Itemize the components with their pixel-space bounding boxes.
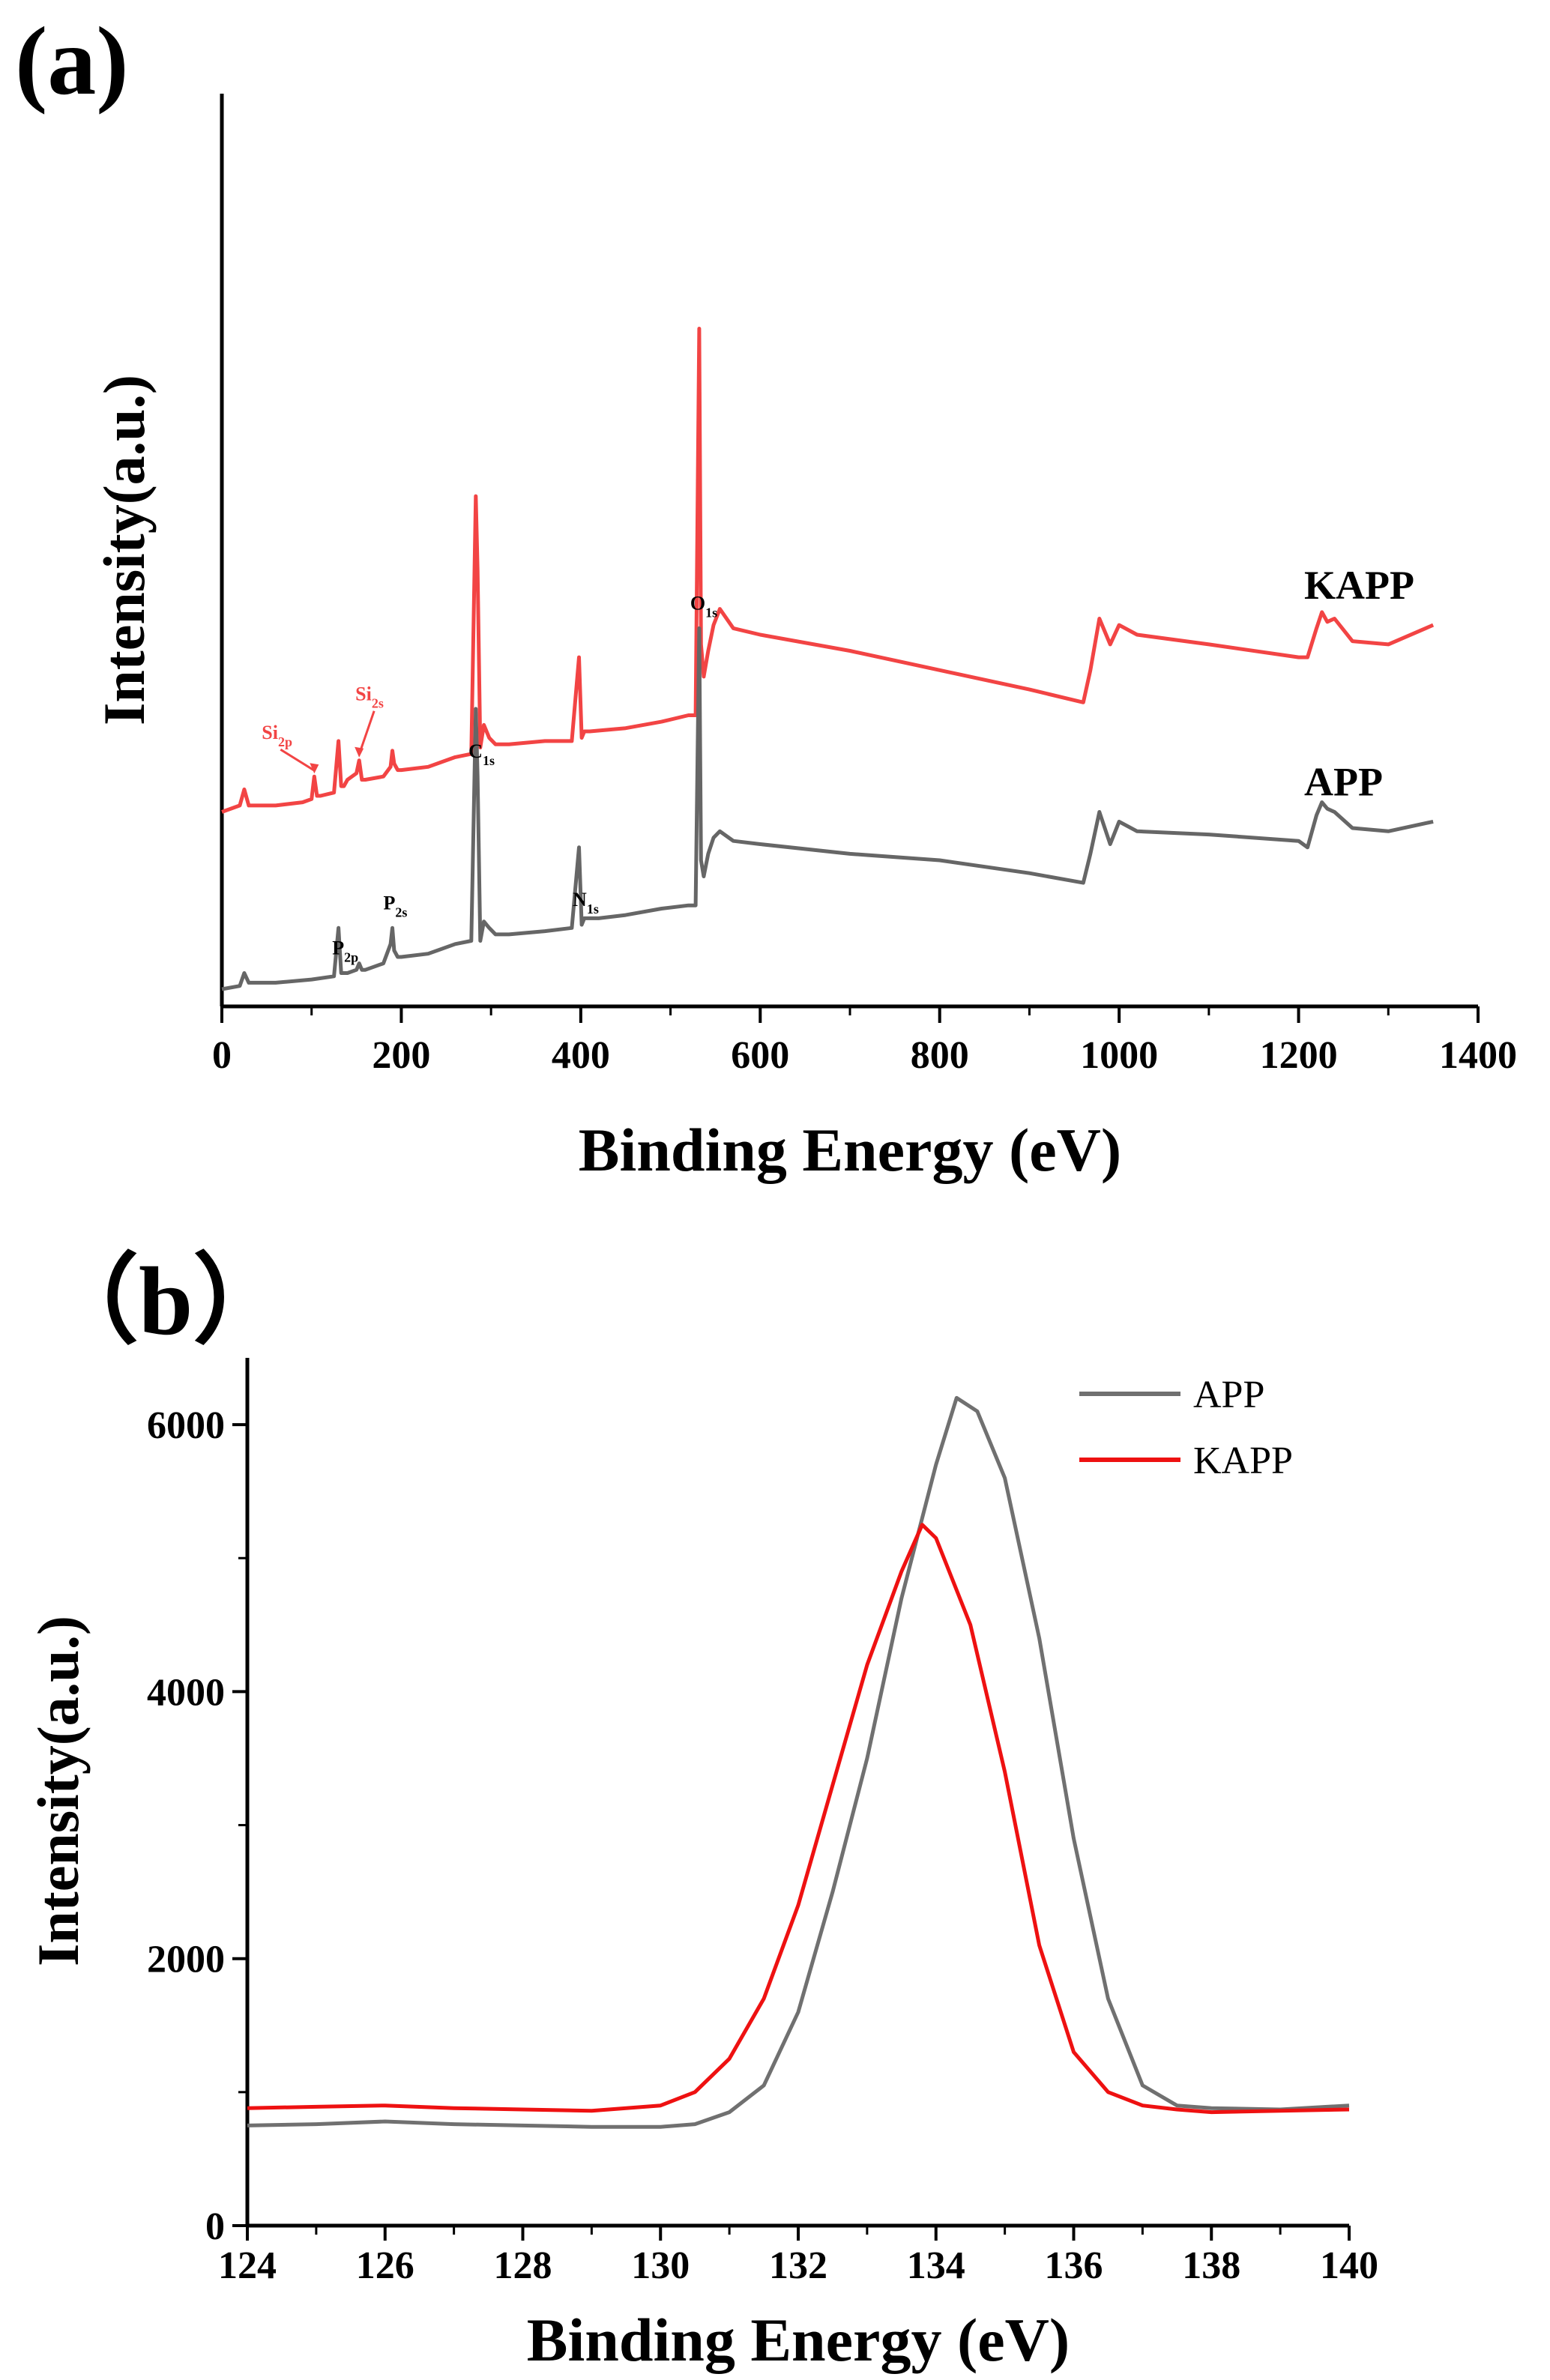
panel-a-series-app-line (221, 626, 1434, 991)
annotation-arrow-head (310, 763, 319, 774)
panel-a-series-label-kapp: KAPP (1304, 563, 1414, 608)
legend-item-kapp: KAPP (1079, 1440, 1293, 1482)
panel-b-x-tick-label: 138 (1182, 2244, 1240, 2287)
panel-a-series-label-app: APP (1304, 759, 1383, 804)
panel-b-plot-area: 124 126 128 130 132 134 136 138 140 0 2000 4000 600… (147, 1358, 1378, 2287)
panel-b-series-kapp-line (247, 1523, 1350, 2115)
panel-b: （b） 124 126 128 130 132 134 136 138 140 0 2000 400… (25, 1248, 1378, 2374)
annotation-text: N1s (573, 889, 599, 916)
panel-a-annotation-n1s: N1s (573, 889, 599, 916)
panel-b-x-tick-label: 124 (218, 2244, 277, 2287)
panel-a: (a) 0 200 400 600 800 1000 1200 1400 P2p P2s C1s N… (15, 7, 1517, 1184)
panel-a-x-tick-label: 1000 (1080, 1034, 1158, 1077)
legend-label: KAPP (1193, 1440, 1293, 1482)
annotation-arrow-head (355, 746, 364, 758)
panel-a-series-labels: KAPP APP (1304, 563, 1414, 804)
panel-a-annotation-si2s: Si2s (355, 683, 384, 758)
panel-a-peak-annotations: P2p P2s C1s N1s O1s Si2p Si2s (262, 592, 717, 964)
panel-b-series-lines (247, 1395, 1350, 2129)
panel-b-y-tick-label: 0 (205, 2205, 225, 2248)
panel-b-x-tick-label: 126 (356, 2244, 414, 2287)
panel-a-label: (a) (15, 7, 129, 115)
annotation-arrow (358, 710, 376, 755)
panel-a-x-tick-label: 400 (552, 1034, 610, 1077)
panel-a-annotation-c1s: C1s (468, 740, 495, 768)
panel-a-annotation-p2s: P2s (383, 892, 407, 919)
annotation-text: P2s (383, 892, 407, 919)
panel-b-x-axis-title: Binding Energy (eV) (527, 2306, 1070, 2374)
panel-b-y-tick-label: 2000 (147, 1939, 225, 1981)
annotation-text: Si2p (262, 722, 292, 749)
panel-b-legend: APP KAPP (1079, 1374, 1293, 1482)
panel-a-x-tick-label: 1200 (1260, 1034, 1338, 1077)
panel-b-y-axis-title: Intensity(a.u.) (25, 1616, 91, 1966)
annotation-text: C1s (468, 740, 495, 768)
panel-a-x-ticks: 0 200 400 600 800 1000 1200 1400 (212, 1006, 1517, 1077)
panel-b-y-tick-label: 4000 (147, 1671, 225, 1714)
panel-b-y-ticks: 0 2000 4000 6000 (147, 1404, 247, 2248)
panel-a-x-tick-label: 800 (911, 1034, 969, 1077)
panel-a-y-axis-title: Intensity(a.u.) (91, 375, 157, 725)
panel-a-x-tick-label: 1400 (1439, 1034, 1517, 1077)
panel-a-plot-area: 0 200 400 600 800 1000 1200 1400 P2p P2s C1s N1s O1… (212, 94, 1517, 1077)
panel-b-x-tick-label: 128 (494, 2244, 552, 2287)
panel-b-y-tick-label: 6000 (147, 1404, 225, 1447)
panel-b-x-tick-label: 132 (769, 2244, 827, 2287)
panel-a-annotation-si2p: Si2p (262, 722, 319, 774)
panel-b-x-tick-label: 136 (1045, 2244, 1103, 2287)
legend-label: APP (1193, 1374, 1264, 1416)
panel-a-x-tick-label: 0 (212, 1034, 232, 1077)
panel-b-x-tick-label: 134 (907, 2244, 965, 2287)
panel-b-x-tick-label: 140 (1320, 2244, 1378, 2287)
panel-b-x-ticks: 124 126 128 130 132 134 136 138 140 (218, 2226, 1378, 2287)
panel-a-series-kapp-line (221, 327, 1435, 814)
annotation-arrow (280, 748, 316, 772)
annotation-text: P2p (332, 937, 358, 965)
panel-a-series-lines (221, 327, 1435, 991)
annotation-text: O1s (690, 592, 717, 620)
panel-b-x-tick-label: 130 (631, 2244, 690, 2287)
panel-a-x-tick-label: 600 (731, 1034, 789, 1077)
panel-a-annotation-p2p: P2p (332, 937, 358, 965)
panel-a-x-axis-title: Binding Energy (eV) (579, 1116, 1121, 1184)
panel-a-x-tick-label: 200 (372, 1034, 430, 1077)
panel-b-label: （b） (41, 1248, 290, 1356)
legend-item-app: APP (1079, 1374, 1264, 1416)
panel-b-series-app-line (247, 1395, 1350, 2129)
panel-a-annotation-o1s: O1s (690, 592, 717, 620)
annotation-text: Si2s (355, 683, 384, 711)
